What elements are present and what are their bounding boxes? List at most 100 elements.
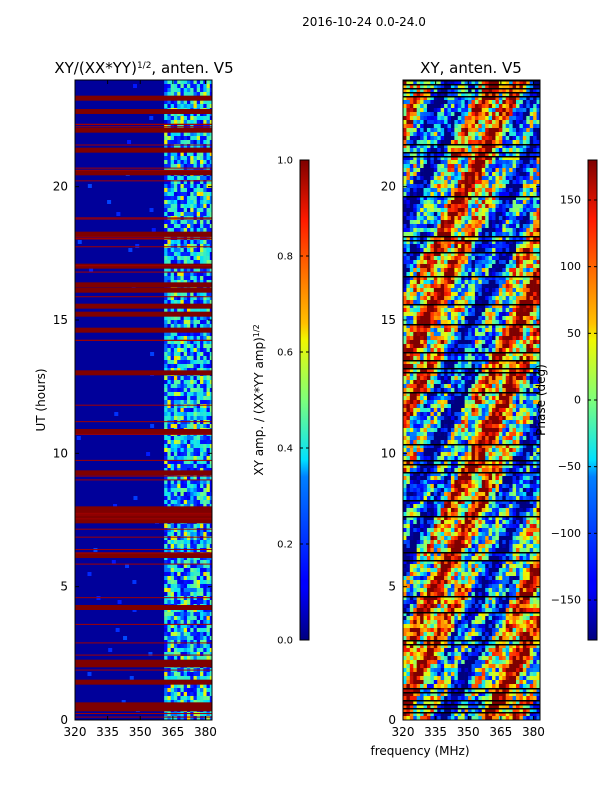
right-heatmap-cell [416, 164, 421, 169]
right-heatmap-cell [447, 304, 452, 309]
right-heatmap-cell [502, 204, 507, 209]
right-heatmap-cell [522, 176, 527, 181]
right-heatmap-cell [413, 152, 417, 157]
right-heatmap-cell [526, 152, 531, 157]
right-heatmap-cell [471, 144, 476, 149]
left-heatmap-cell [200, 132, 204, 137]
right-heatmap-cell [403, 84, 407, 89]
right-heatmap-cell [488, 248, 493, 253]
left-y-tick-label: 15 [53, 313, 68, 327]
left-heatmap-cell [186, 192, 191, 197]
left-heatmap-cell [206, 256, 211, 261]
left-heatmap-cell [177, 640, 181, 645]
right-heatmap-cell [409, 108, 414, 113]
right-heatmap-cell [533, 204, 537, 209]
right-heatmap-cell [536, 84, 540, 89]
left-heatmap-cell [196, 300, 201, 305]
right-heatmap-cell [536, 268, 540, 273]
right-heatmap-cell [423, 288, 428, 293]
right-heatmap-cell [492, 316, 496, 321]
right-heatmap-cell [481, 284, 486, 289]
right-heatmap-cell [512, 108, 517, 113]
right-heatmap-cell [416, 280, 421, 285]
right-heatmap-cell [406, 188, 411, 193]
right-heatmap-cell [423, 268, 428, 273]
left-heatmap-cell [173, 644, 178, 649]
left-heatmap-cell [170, 460, 175, 465]
left-heatmap-cell [180, 580, 185, 585]
left-heatmap-cell [177, 252, 181, 257]
left-heatmap-cell [203, 628, 207, 633]
right-heatmap-cell [529, 88, 534, 93]
right-heatmap-cell [509, 316, 513, 321]
right-heatmap-cell [529, 184, 534, 189]
right-heatmap-cell [426, 172, 431, 177]
right-heatmap-cell [471, 260, 476, 265]
right-heatmap-cell [430, 248, 435, 253]
right-heatmap-cell [447, 88, 452, 93]
right-heatmap-cell [454, 316, 459, 321]
right-heatmap-cell [512, 136, 517, 141]
right-heatmap-cell [447, 80, 452, 85]
right-heatmap-cell [519, 232, 524, 237]
right-heatmap-cell [468, 316, 472, 321]
right-heatmap-cell [498, 220, 503, 225]
right-heatmap-cell [409, 224, 414, 229]
left-heatmap-cell [190, 528, 194, 533]
right-heatmap-cell [492, 164, 496, 169]
right-heatmap-cell [437, 148, 441, 153]
left-heatmap-cell [203, 500, 207, 505]
left-heatmap-cell [203, 348, 207, 353]
right-heatmap-cell [468, 288, 472, 293]
right-heatmap-cell [498, 152, 503, 157]
right-heatmap-cell [529, 120, 534, 125]
right-heatmap-cell [519, 280, 524, 285]
right-heatmap-cell [478, 96, 483, 101]
right-heatmap-cell [516, 312, 520, 317]
right-heatmap-cell [526, 88, 531, 93]
right-heatmap-cell [529, 316, 534, 321]
right-heatmap-cell [468, 308, 472, 313]
right-heatmap-cell [409, 216, 414, 221]
right-heatmap-cell [413, 192, 417, 197]
left-heatmap-cell [164, 536, 168, 541]
left-heatmap-cell [183, 400, 188, 405]
left-heatmap-cell [193, 544, 198, 549]
right-heatmap-cell [516, 244, 520, 249]
left-heatmap-cell [177, 260, 181, 265]
right-heatmap-cell [492, 128, 496, 133]
right-heatmap-cell [536, 216, 540, 221]
right-heatmap-cell [454, 220, 459, 225]
left-heatmap-cell [183, 348, 188, 353]
left-heatmap-cell [167, 536, 171, 541]
right-heatmap-cell [512, 164, 517, 169]
right-heatmap-cell [450, 220, 455, 225]
left-heatmap-cell [167, 580, 171, 585]
left-heatmap-cell [206, 524, 211, 529]
right-heatmap-cell [447, 308, 452, 313]
left-heatmap-cell [164, 716, 168, 720]
left-heatmap-cell [183, 160, 188, 165]
left-heatmap-cell [167, 572, 171, 577]
right-heatmap-cell [409, 320, 414, 325]
right-heatmap-cell [512, 260, 517, 265]
left-heatmap-cell [177, 404, 181, 409]
right-heatmap-cell [471, 288, 476, 293]
left-heatmap-cell [190, 416, 194, 421]
left-flagged-row [75, 147, 212, 153]
right-heatmap-cell [461, 304, 465, 309]
left-heatmap-cell [209, 644, 212, 649]
right-heatmap-cell [526, 160, 531, 165]
left-heatmap-cell [203, 140, 207, 145]
left-flagged-line [75, 669, 212, 671]
right-heatmap-cell [481, 184, 486, 189]
left-heatmap-cell [206, 636, 211, 641]
right-heatmap-cell [409, 132, 414, 137]
right-heatmap-cell [468, 80, 472, 85]
left-heatmap-cell [170, 556, 175, 561]
left-heatmap-cell [203, 100, 207, 105]
right-heatmap-cell [519, 100, 524, 105]
right-heatmap-cell [426, 208, 431, 213]
left-heatmap-cell [180, 608, 185, 613]
right-heatmap-cell [509, 120, 513, 125]
